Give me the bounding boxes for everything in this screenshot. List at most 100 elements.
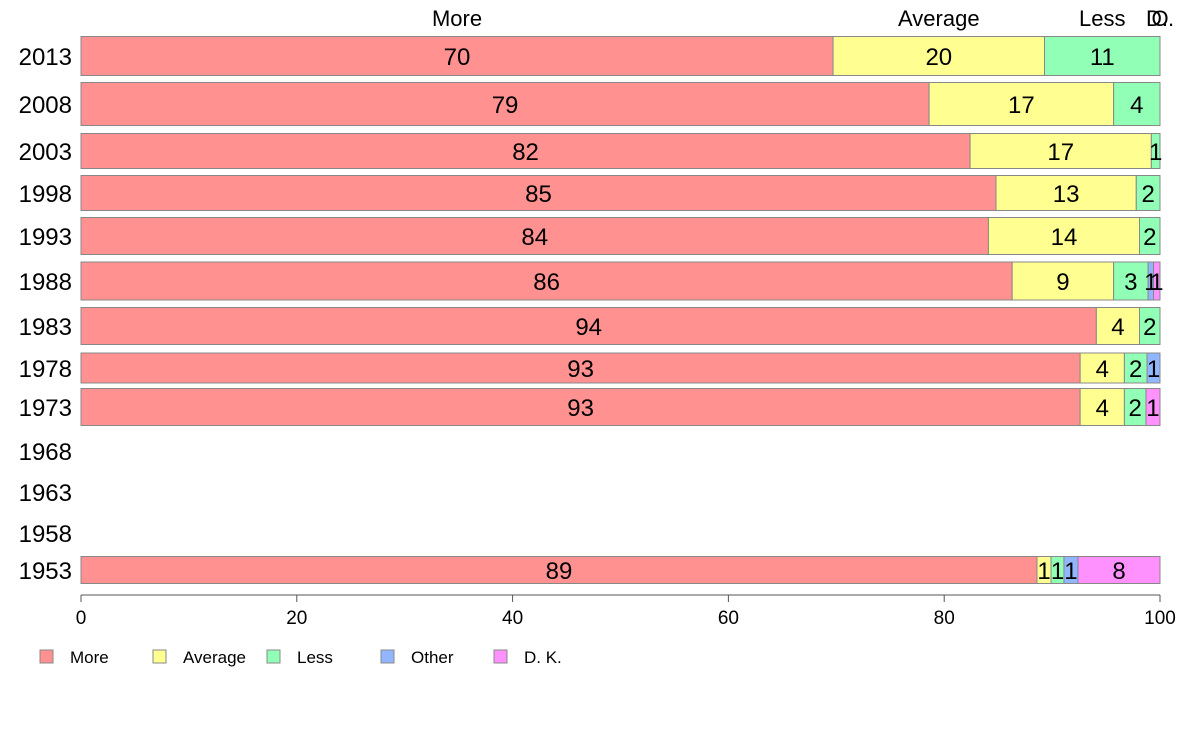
- bar-1973-more: [80, 388, 1081, 426]
- x-tick-label-40: 40: [502, 608, 523, 629]
- bar-2013-less: [1044, 36, 1161, 76]
- legend-label-average: Average: [183, 648, 246, 667]
- top-label-other: O: [1151, 6, 1168, 31]
- year-label-1958: 1958: [19, 521, 72, 548]
- data-label-1988-other: 1: [1144, 269, 1157, 296]
- data-label-1953-other: 1: [1064, 558, 1077, 585]
- bar-1983-average: [1095, 307, 1140, 345]
- year-label-1978: 1978: [19, 356, 72, 383]
- data-label-2013-average: 20: [925, 44, 952, 71]
- x-tick-label-0: 0: [76, 608, 87, 629]
- legend-swatch-average: [152, 649, 167, 664]
- year-label-2013: 2013: [19, 44, 72, 71]
- data-label-2003-less: 1: [1149, 139, 1162, 166]
- data-label-2008-more: 79: [492, 92, 519, 119]
- bar-1973-d-k: [1145, 388, 1161, 426]
- bar-1953-more: [80, 556, 1038, 584]
- data-label-2013-less: 11: [1090, 44, 1115, 71]
- data-label-1953-less: 1: [1051, 558, 1064, 585]
- year-label-1998: 1998: [19, 181, 72, 208]
- year-label-1968: 1968: [19, 439, 72, 466]
- x-tick-label-20: 20: [286, 608, 307, 629]
- bar-2003-more: [80, 133, 971, 169]
- bar-1953-d-k: [1077, 556, 1161, 584]
- x-tick-label-80: 80: [934, 608, 955, 629]
- data-label-1993-more: 84: [521, 224, 548, 251]
- bar-2013-average: [832, 36, 1046, 76]
- legend-label-more: More: [70, 648, 109, 667]
- data-label-1993-average: 14: [1051, 224, 1078, 251]
- data-label-2008-less: 4: [1130, 92, 1143, 119]
- bar-1978-other: [1146, 352, 1161, 384]
- data-label-2008-average: 17: [1008, 92, 1035, 119]
- data-label-2013-more: 70: [444, 44, 471, 71]
- data-label-1953-more: 89: [546, 558, 573, 585]
- data-label-1988-more: 86: [533, 269, 560, 296]
- bar-2003-average: [969, 133, 1152, 169]
- data-label-1983-average: 4: [1111, 314, 1124, 341]
- year-label-1988: 1988: [19, 269, 72, 296]
- bar-2008-average: [928, 82, 1115, 126]
- data-label-1973-average: 4: [1096, 395, 1109, 422]
- bar-1993-less: [1138, 217, 1161, 255]
- data-label-1998-more: 85: [525, 181, 552, 208]
- x-tick-label-60: 60: [718, 608, 739, 629]
- data-label-1983-more: 94: [575, 314, 602, 341]
- data-label-1978-less: 2: [1129, 356, 1142, 383]
- legend-label-less: Less: [297, 648, 333, 667]
- bar-1993-more: [80, 217, 989, 255]
- data-label-1953-d-k: 8: [1112, 558, 1125, 585]
- legend-label-d-k: D. K.: [524, 648, 562, 667]
- bar-1988-average: [1011, 261, 1115, 301]
- bars: [80, 36, 1161, 584]
- year-label-1993: 1993: [19, 224, 72, 251]
- data-label-1973-more: 93: [567, 395, 594, 422]
- legend-label-other: Other: [411, 648, 454, 667]
- data-label-1973-d-k: 1: [1146, 395, 1159, 422]
- x-tick-label-100: 100: [1144, 608, 1176, 629]
- bar-1978-average: [1079, 352, 1125, 384]
- legend-swatch-other: [380, 649, 395, 664]
- year-label-1973: 1973: [19, 395, 72, 422]
- top-label-average: Average: [898, 6, 980, 31]
- bar-1988-less: [1113, 261, 1149, 301]
- bar-2008-less: [1113, 82, 1161, 126]
- year-label-2003: 2003: [19, 139, 72, 166]
- year-labels: 2013 2008 2003 1998 1993 1988 1983 1978 1973 1968…: [19, 44, 72, 585]
- data-label-2003-average: 17: [1047, 139, 1074, 166]
- bar-1993-average: [987, 217, 1140, 255]
- data-label-1978-average: 4: [1096, 356, 1109, 383]
- bar-1988-d-k: [1153, 261, 1161, 301]
- data-label-1988-d-k: 1: [1150, 269, 1163, 296]
- year-label-1983: 1983: [19, 314, 72, 341]
- bar-2003-less: [1150, 133, 1161, 169]
- legend-swatch-more: [39, 649, 54, 664]
- year-label-1953: 1953: [19, 558, 72, 585]
- legend-swatch-less: [266, 649, 281, 664]
- data-label-1953-average: 1: [1037, 558, 1050, 585]
- data-label-1988-less: 3: [1124, 269, 1137, 296]
- year-label-1963: 1963: [19, 480, 72, 507]
- data-label-1998-average: 13: [1053, 181, 1080, 208]
- data-label-2003-more: 82: [512, 139, 539, 166]
- x-axis: 0 20 40 60 80 100: [76, 594, 1176, 629]
- data-label-1978-more: 93: [567, 356, 594, 383]
- bar-1998-more: [80, 175, 997, 211]
- data-label-1993-less: 2: [1143, 224, 1156, 251]
- bar-1983-more: [80, 307, 1097, 345]
- top-label-less: Less: [1079, 6, 1125, 31]
- legend: More Average Less Other D. K.: [39, 648, 562, 667]
- top-series-labels: More Average Less OD..: [432, 6, 1174, 31]
- data-label-1973-less: 2: [1129, 395, 1142, 422]
- top-label-d-k: D..: [1146, 6, 1174, 31]
- data-label-1998-less: 2: [1141, 181, 1154, 208]
- bar-1998-less: [1135, 175, 1161, 211]
- legend-swatch-d-k: [493, 649, 508, 664]
- data-label-1978-other: 1: [1147, 356, 1160, 383]
- bar-1978-more: [80, 352, 1081, 384]
- data-label-1983-less: 2: [1143, 314, 1156, 341]
- data-label-1988-average: 9: [1056, 269, 1069, 296]
- bar-1983-less: [1138, 307, 1161, 345]
